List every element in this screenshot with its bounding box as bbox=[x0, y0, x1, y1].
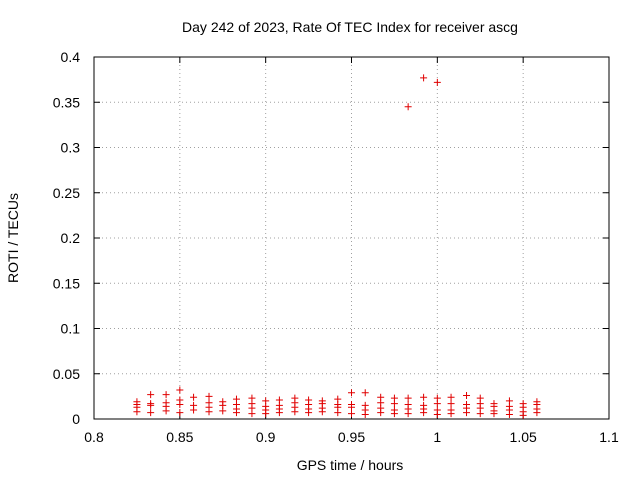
data-point bbox=[348, 389, 355, 397]
data-point bbox=[433, 410, 441, 418]
data-point bbox=[162, 407, 170, 415]
data-point bbox=[348, 410, 355, 418]
data-point bbox=[133, 408, 141, 416]
y-tick-label: 0.05 bbox=[53, 366, 80, 382]
data-point bbox=[404, 394, 412, 402]
data-point bbox=[463, 391, 471, 399]
data-point bbox=[420, 393, 428, 401]
data-point bbox=[404, 103, 412, 111]
data-point bbox=[176, 409, 184, 417]
data-point bbox=[447, 400, 455, 408]
grid-layer bbox=[94, 57, 609, 419]
data-point bbox=[190, 406, 198, 414]
data-point bbox=[519, 411, 527, 419]
data-point bbox=[361, 410, 369, 418]
y-tick-label: 0.25 bbox=[53, 185, 80, 201]
data-point bbox=[147, 391, 155, 399]
y-tick-label: 0.1 bbox=[61, 321, 81, 337]
data-point bbox=[447, 393, 455, 401]
x-tick-label: 0.85 bbox=[166, 429, 193, 445]
data-point bbox=[176, 386, 184, 394]
data-point bbox=[147, 401, 155, 409]
data-point bbox=[490, 410, 498, 418]
data-point bbox=[147, 409, 155, 417]
x-tick-label: 1.1 bbox=[599, 429, 619, 445]
y-tick-label: 0.2 bbox=[61, 230, 81, 246]
data-point bbox=[433, 78, 441, 86]
x-axis-title: GPS time / hours bbox=[297, 457, 404, 473]
y-axis-title: ROTI / TECUs bbox=[5, 193, 21, 283]
data-point bbox=[262, 410, 270, 418]
data-point bbox=[232, 409, 240, 417]
data-point bbox=[318, 408, 326, 416]
y-tick-label: 0.35 bbox=[53, 94, 80, 110]
data-point bbox=[447, 410, 455, 418]
data-point bbox=[505, 410, 513, 418]
data-point bbox=[248, 410, 256, 418]
data-point bbox=[205, 408, 213, 416]
data-point bbox=[433, 400, 441, 408]
y-tick-label: 0.4 bbox=[61, 49, 81, 65]
data-point bbox=[390, 400, 398, 408]
x-tick-label: 1.05 bbox=[510, 429, 537, 445]
y-tick-label: 0.3 bbox=[61, 140, 81, 156]
data-point bbox=[176, 401, 184, 409]
x-tick-label: 0.8 bbox=[84, 429, 104, 445]
data-point bbox=[533, 409, 541, 417]
data-point bbox=[219, 407, 227, 415]
data-point bbox=[275, 409, 283, 417]
data-point bbox=[348, 403, 355, 411]
data-point bbox=[334, 409, 342, 417]
data-point bbox=[205, 392, 213, 400]
data-point bbox=[361, 389, 369, 397]
data-point bbox=[476, 410, 484, 418]
data-points bbox=[133, 74, 541, 419]
data-point bbox=[377, 409, 385, 417]
data-point bbox=[162, 391, 170, 399]
x-tick-label: 1 bbox=[433, 429, 441, 445]
x-tick-label: 0.95 bbox=[338, 429, 365, 445]
data-point bbox=[463, 409, 471, 417]
data-point bbox=[190, 393, 198, 401]
data-point bbox=[390, 410, 398, 418]
data-point bbox=[404, 410, 412, 418]
y-tick-label: 0 bbox=[72, 411, 80, 427]
data-point bbox=[291, 408, 299, 416]
tick-layer: 0.8 0.85 0.9 0.95 1 1.05 1.1 0 0.05 0.1 0.15 0.2 0.2… bbox=[53, 49, 619, 445]
y-tick-label: 0.15 bbox=[53, 275, 80, 291]
data-point bbox=[420, 74, 428, 82]
data-point bbox=[305, 409, 313, 417]
data-point bbox=[420, 409, 428, 417]
x-tick-label: 0.9 bbox=[256, 429, 276, 445]
chart-title: Day 242 of 2023, Rate Of TEC Index for r… bbox=[182, 19, 518, 35]
